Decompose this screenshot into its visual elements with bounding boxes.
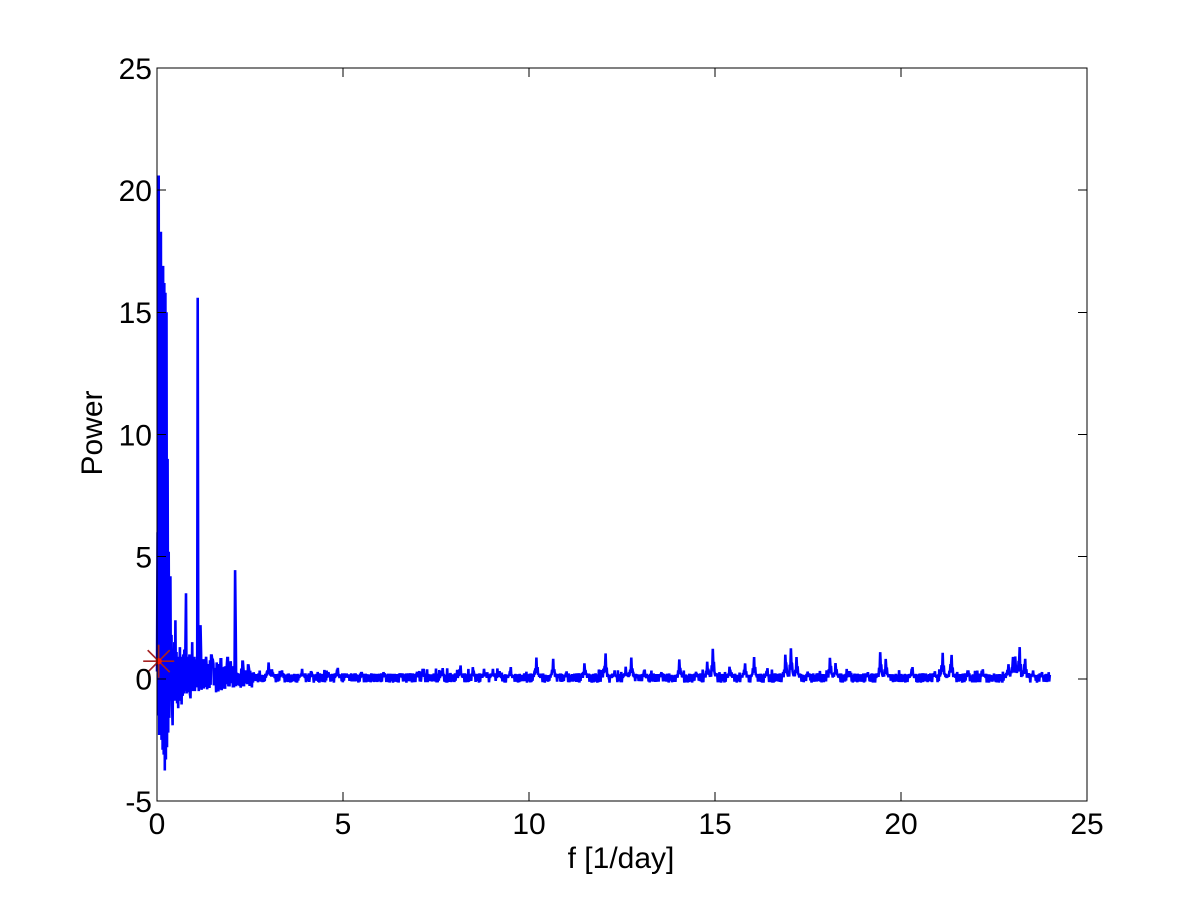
- svg-text:25: 25: [1070, 808, 1103, 841]
- svg-text:10: 10: [512, 808, 545, 841]
- svg-text:15: 15: [698, 808, 731, 841]
- svg-text:-5: -5: [125, 786, 152, 819]
- svg-text:10: 10: [119, 419, 152, 452]
- svg-text:f [1/day]: f [1/day]: [568, 842, 675, 875]
- svg-text:5: 5: [135, 542, 152, 575]
- svg-text:20: 20: [884, 808, 917, 841]
- svg-text:Power: Power: [76, 390, 109, 475]
- svg-text:20: 20: [119, 175, 152, 208]
- svg-text:0: 0: [135, 664, 152, 697]
- svg-text:5: 5: [335, 808, 352, 841]
- svg-text:0: 0: [149, 808, 166, 841]
- svg-text:25: 25: [119, 53, 152, 86]
- svg-text:15: 15: [119, 297, 152, 330]
